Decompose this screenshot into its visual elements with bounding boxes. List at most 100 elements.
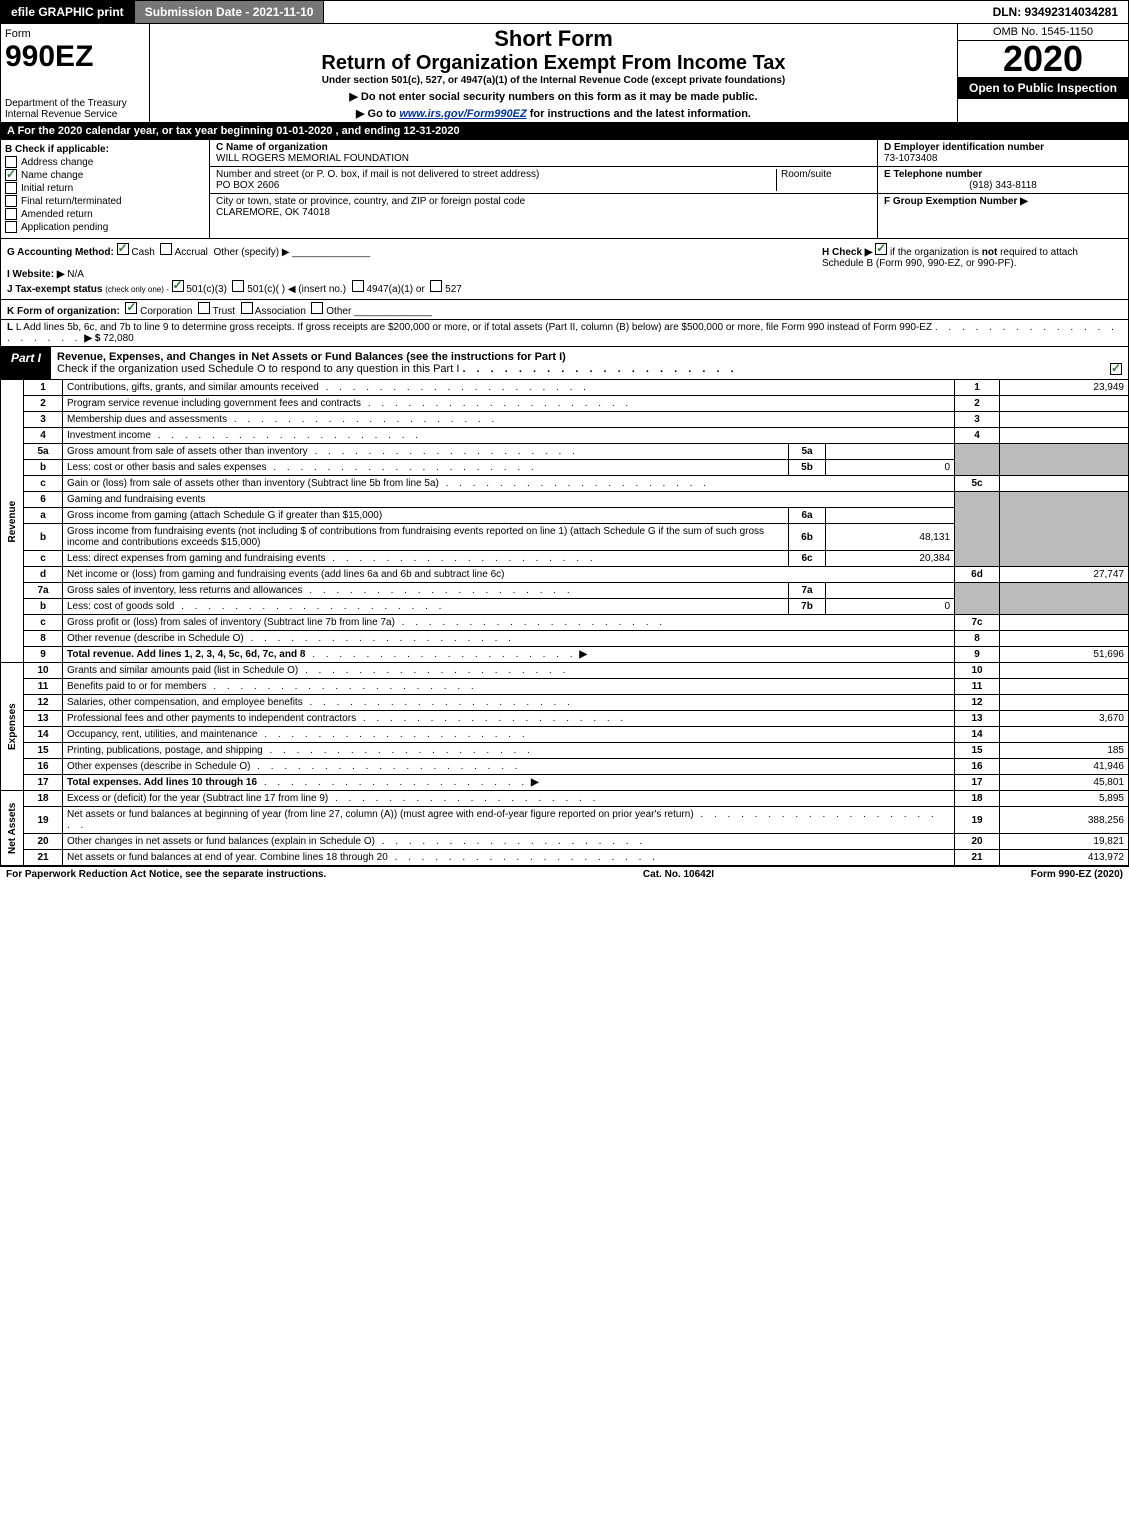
line-desc: Printing, publications, postage, and shi… (67, 745, 263, 756)
instr-2: ▶ Go to www.irs.gov/Form990EZ for instru… (156, 107, 951, 120)
line-amount (1000, 631, 1129, 647)
line-num: c (24, 551, 63, 567)
check-final-return[interactable]: Final return/terminated (5, 195, 205, 207)
check-name-change[interactable]: Name change (5, 169, 205, 181)
line-desc: Less: cost or other basis and sales expe… (67, 462, 267, 473)
j-opt3: 4947(a)(1) or (366, 284, 424, 295)
j-opt4: 527 (445, 284, 462, 295)
line-num: c (24, 476, 63, 492)
subline-ref: 5a (789, 444, 826, 460)
h-text: if the organization is (890, 247, 982, 258)
line-desc: Net assets or fund balances at end of ye… (67, 852, 388, 863)
arrow-icon: ▶ (531, 777, 539, 788)
entity-block: B Check if applicable: Address change Na… (0, 140, 1129, 239)
part-1-header: Part I Revenue, Expenses, and Changes in… (0, 347, 1129, 380)
org-name: WILL ROGERS MEMORIAL FOUNDATION (216, 153, 409, 164)
check-corporation[interactable] (125, 302, 137, 314)
gross-receipts-value: 72,080 (103, 333, 134, 344)
addr-label: Number and street (or P. O. box, if mail… (216, 169, 539, 180)
section-k: K Form of organization: Corporation Trus… (0, 300, 1129, 320)
line-ref: 18 (955, 791, 1000, 807)
line-amount (1000, 412, 1129, 428)
efile-print-button[interactable]: efile GRAPHIC print (1, 1, 135, 23)
subline-ref: 6a (789, 508, 826, 524)
footer-right-post: (2020) (1091, 869, 1123, 880)
line-amount (1000, 695, 1129, 711)
line-num: b (24, 460, 63, 476)
line-desc: Salaries, other compensation, and employ… (67, 697, 303, 708)
check-label: Name change (21, 170, 83, 181)
line-amount: 388,256 (1000, 807, 1129, 834)
line-num: d (24, 567, 63, 583)
check-application-pending[interactable]: Application pending (5, 221, 205, 233)
line-desc: Excess or (deficit) for the year (Subtra… (67, 793, 328, 804)
footer-right: Form 990-EZ (2020) (1031, 869, 1123, 880)
line-ref: 21 (955, 850, 1000, 866)
check-accrual[interactable] (160, 243, 172, 255)
tax-period-row: A For the 2020 calendar year, or tax yea… (0, 123, 1129, 140)
title-short: Short Form (156, 26, 951, 52)
check-501c3[interactable] (172, 280, 184, 292)
line-desc: Gross income from gaming (attach Schedul… (67, 510, 382, 521)
check-schedule-o-part1[interactable] (1110, 363, 1122, 375)
line-amount: 413,972 (1000, 850, 1129, 866)
check-4947[interactable] (352, 280, 364, 292)
line-num: 17 (24, 775, 63, 791)
line-ref: 8 (955, 631, 1000, 647)
line-amount: 185 (1000, 743, 1129, 759)
c-name-label: C Name of organization (216, 142, 328, 153)
line-desc: Gaming and fundraising events (63, 492, 955, 508)
line-ref: 7c (955, 615, 1000, 631)
section-g: G Accounting Method: Cash Accrual Other … (7, 243, 822, 295)
header-center: Short Form Return of Organization Exempt… (150, 24, 957, 122)
org-city: CLAREMORE, OK 74018 (216, 207, 330, 218)
d-label: D Employer identification number (884, 142, 1044, 153)
k-trust: Trust (213, 306, 235, 317)
line-desc: Membership dues and assessments (67, 414, 227, 425)
check-cash[interactable] (117, 243, 129, 255)
check-trust[interactable] (198, 302, 210, 314)
check-501c[interactable] (232, 280, 244, 292)
subline-amount: 20,384 (826, 551, 955, 567)
irs-link[interactable]: www.irs.gov/Form990EZ (399, 108, 526, 120)
phone-value: (918) 343-8118 (884, 180, 1122, 191)
check-address-change[interactable]: Address change (5, 156, 205, 168)
check-initial-return[interactable]: Initial return (5, 182, 205, 194)
line-num: 11 (24, 679, 63, 695)
line-desc: Other revenue (describe in Schedule O) (67, 633, 244, 644)
line-desc: Gross amount from sale of assets other t… (67, 446, 308, 457)
check-amended-return[interactable]: Amended return (5, 208, 205, 220)
line-desc: Grants and similar amounts paid (list in… (67, 665, 298, 676)
line-ref: 20 (955, 834, 1000, 850)
line-desc: Program service revenue including govern… (67, 398, 361, 409)
j-sub: (check only one) - (105, 285, 169, 294)
line-num: 16 (24, 759, 63, 775)
k-assoc: Association (255, 306, 306, 317)
line-desc: Total revenue. Add lines 1, 2, 3, 4, 5c,… (67, 649, 305, 660)
h-label: H Check ▶ (822, 247, 872, 258)
line-num: 2 (24, 396, 63, 412)
check-association[interactable] (241, 302, 253, 314)
footer-right-pre: Form (1031, 869, 1059, 880)
section-b: B Check if applicable: Address change Na… (1, 140, 210, 238)
line-num: 10 (24, 663, 63, 679)
line-desc: Investment income (67, 430, 151, 441)
line-desc: Other changes in net assets or fund bala… (67, 836, 375, 847)
line-desc: Total expenses. Add lines 10 through 16 (67, 777, 257, 788)
check-schedule-b-not-required[interactable] (875, 243, 887, 255)
f-label: F Group Exemption Number ▶ (884, 196, 1028, 207)
check-527[interactable] (430, 280, 442, 292)
i-label: I Website: ▶ (7, 269, 65, 280)
line-ref: 5c (955, 476, 1000, 492)
line-num: 14 (24, 727, 63, 743)
topbar-left: efile GRAPHIC print Submission Date - 20… (1, 1, 324, 23)
e-label: E Telephone number (884, 169, 982, 180)
subline-amount: 0 (826, 599, 955, 615)
section-c: C Name of organization WILL ROGERS MEMOR… (210, 140, 877, 238)
subline-amount: 0 (826, 460, 955, 476)
check-label: Amended return (21, 209, 93, 220)
check-other-org[interactable] (311, 302, 323, 314)
line-num: 20 (24, 834, 63, 850)
instr2-post: for instructions and the latest informat… (527, 108, 751, 120)
form-number: 990EZ (5, 40, 145, 74)
